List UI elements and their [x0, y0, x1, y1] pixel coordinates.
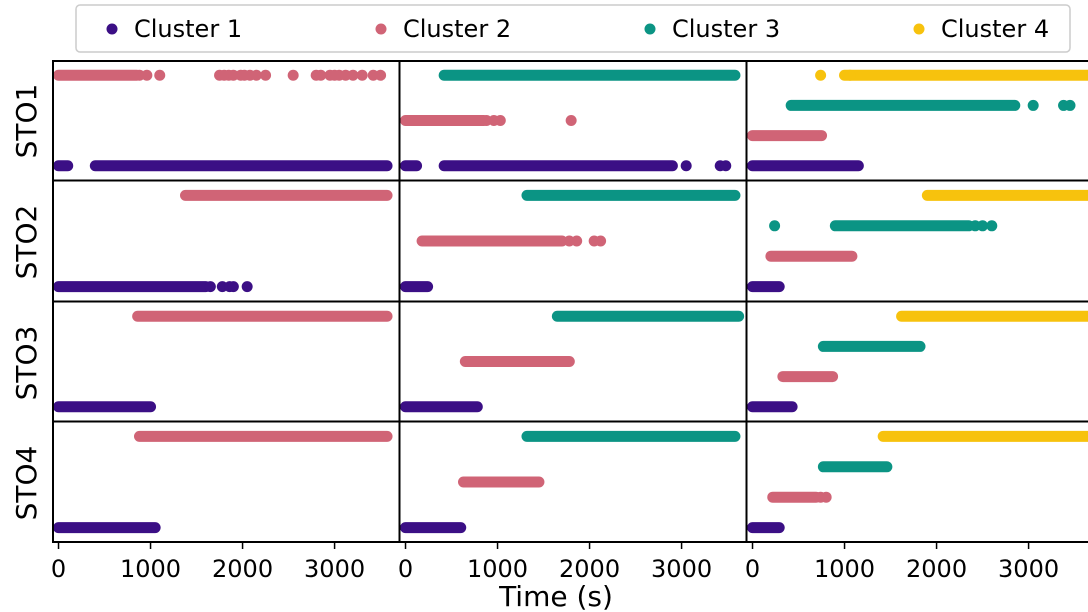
cluster-2-point [154, 69, 166, 81]
x-tick-label: 0 [745, 555, 760, 583]
cluster-2-point [347, 69, 359, 81]
cluster-2-point [287, 69, 299, 81]
cluster-3-point [769, 220, 781, 232]
legend-entry-cluster-3: Cluster 3 [644, 15, 780, 43]
cluster-2-point [820, 491, 832, 503]
panel-sto3-col1 [53, 310, 393, 413]
legend-label-cluster-1: Cluster 1 [134, 15, 242, 43]
panel-sto4-col2 [400, 430, 741, 534]
legend-label-cluster-4: Cluster 4 [941, 15, 1049, 43]
cluster-4-point [844, 69, 856, 81]
x-tick-label: 1000 [467, 555, 528, 583]
row-labels: STO1 STO2 STO3 STO4 [10, 84, 43, 521]
legend-label-cluster-2: Cluster 2 [403, 15, 511, 43]
cluster-1-point [204, 281, 216, 293]
panel-frames [52, 60, 1088, 543]
panel-sto1-col1 [53, 69, 393, 172]
x-tick-label: 1000 [814, 555, 875, 583]
cluster-2-point [315, 69, 327, 81]
panel-sto2-col3 [747, 189, 1088, 293]
cluster-3-point [986, 220, 998, 232]
cluster-2-point [571, 235, 583, 247]
x-tick-label: 2000 [212, 555, 273, 583]
legend-frame [75, 4, 1071, 53]
legend-entry-cluster-1: Cluster 1 [106, 15, 242, 43]
x-tick-label: 0 [51, 555, 66, 583]
x-tick-label: 2000 [906, 555, 967, 583]
panel-sto3-col2 [400, 310, 745, 413]
panel-sto4-col1 [53, 430, 393, 534]
x-tick-label: 1000 [120, 555, 181, 583]
row-label-sto2: STO2 [10, 205, 43, 280]
x-tick-label: 3000 [651, 555, 712, 583]
row-label-sto1: STO1 [10, 84, 43, 159]
row-label-sto4: STO4 [10, 446, 43, 521]
panel-sto1-col2 [400, 69, 741, 172]
legend-marker-cluster-4 [913, 23, 925, 35]
cluster-4-point [815, 69, 827, 81]
cluster-3-point [977, 220, 989, 232]
cluster-1-point [680, 160, 692, 172]
x-axis: 0 1000 2000 3000 0 1000 2000 3000 0 1000 2000 3000 [51, 542, 1059, 583]
x-tick-label: 3000 [304, 555, 365, 583]
cluster-3-point [1027, 99, 1039, 111]
panel-sto2-col1 [53, 189, 393, 293]
x-tick-label: 0 [398, 555, 413, 583]
legend-entry-cluster-4: Cluster 4 [913, 15, 1049, 43]
cluster-2-point [595, 235, 607, 247]
cluster-2-point [565, 115, 577, 126]
cluster-2-point [250, 69, 262, 81]
x-tick-label: 2000 [559, 555, 620, 583]
cluster-2-point [494, 115, 506, 126]
legend-marker-cluster-3 [644, 23, 656, 35]
panel-sto3-col3 [747, 310, 1088, 413]
data-marks [53, 69, 1088, 534]
cluster-1-point [241, 281, 253, 293]
cluster-2-point [141, 69, 153, 81]
legend-marker-cluster-2 [375, 23, 387, 35]
row-label-sto3: STO3 [10, 326, 43, 401]
x-axis-label: Time (s) [498, 580, 613, 612]
cluster-2-point [356, 69, 368, 81]
legend-entry-cluster-2: Cluster 2 [375, 15, 511, 43]
panel-sto1-col3 [747, 69, 1088, 172]
cluster-1-point [720, 160, 732, 172]
cluster-2-point [260, 69, 272, 81]
legend-marker-cluster-1 [106, 23, 118, 35]
panel-sto2-col2 [400, 189, 741, 293]
cluster-1-point [227, 281, 239, 293]
cluster-2-point [375, 69, 387, 81]
legend-label-cluster-3: Cluster 3 [672, 15, 780, 43]
cluster-3-point [1064, 99, 1076, 111]
legend: Cluster 1 Cluster 2 Cluster 3 Cluster 4 [75, 4, 1071, 53]
panel-sto4-col3 [747, 430, 1088, 534]
x-tick-label: 3000 [998, 555, 1059, 583]
